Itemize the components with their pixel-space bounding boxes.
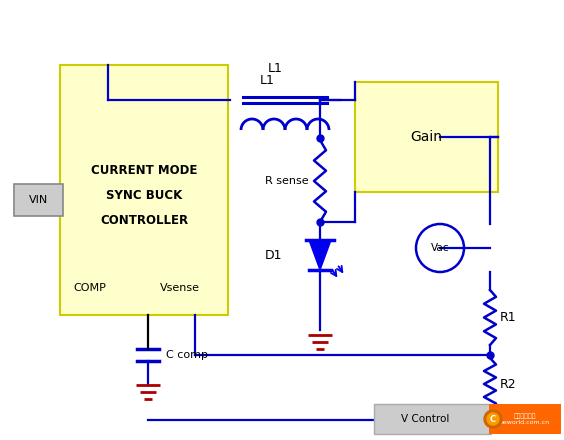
Text: Gain: Gain bbox=[411, 130, 443, 144]
Text: VIN: VIN bbox=[29, 195, 48, 205]
FancyBboxPatch shape bbox=[374, 404, 491, 434]
Text: D1: D1 bbox=[265, 249, 282, 261]
Circle shape bbox=[487, 413, 499, 425]
Text: L1: L1 bbox=[267, 62, 283, 74]
Text: R1: R1 bbox=[500, 311, 517, 323]
Text: C: C bbox=[490, 414, 496, 423]
Text: CONTROLLER: CONTROLLER bbox=[100, 213, 188, 227]
Polygon shape bbox=[309, 240, 331, 270]
Text: L1: L1 bbox=[260, 73, 275, 87]
Text: Vac: Vac bbox=[431, 243, 450, 253]
FancyBboxPatch shape bbox=[14, 184, 63, 216]
Text: R2: R2 bbox=[500, 378, 517, 391]
FancyBboxPatch shape bbox=[489, 404, 561, 434]
Text: SYNC BUCK: SYNC BUCK bbox=[106, 188, 182, 202]
Text: CURRENT MODE: CURRENT MODE bbox=[91, 164, 197, 176]
Bar bbox=[60, 65, 228, 315]
Text: 中电工程世界
eeworld.com.cn: 中电工程世界 eeworld.com.cn bbox=[500, 413, 550, 425]
Text: V Control: V Control bbox=[401, 414, 449, 424]
Bar bbox=[355, 82, 498, 192]
Circle shape bbox=[484, 410, 502, 428]
Text: C comp: C comp bbox=[166, 350, 208, 360]
Text: COMP: COMP bbox=[73, 283, 107, 293]
Text: R sense: R sense bbox=[265, 176, 309, 186]
Text: Vsense: Vsense bbox=[160, 283, 200, 293]
